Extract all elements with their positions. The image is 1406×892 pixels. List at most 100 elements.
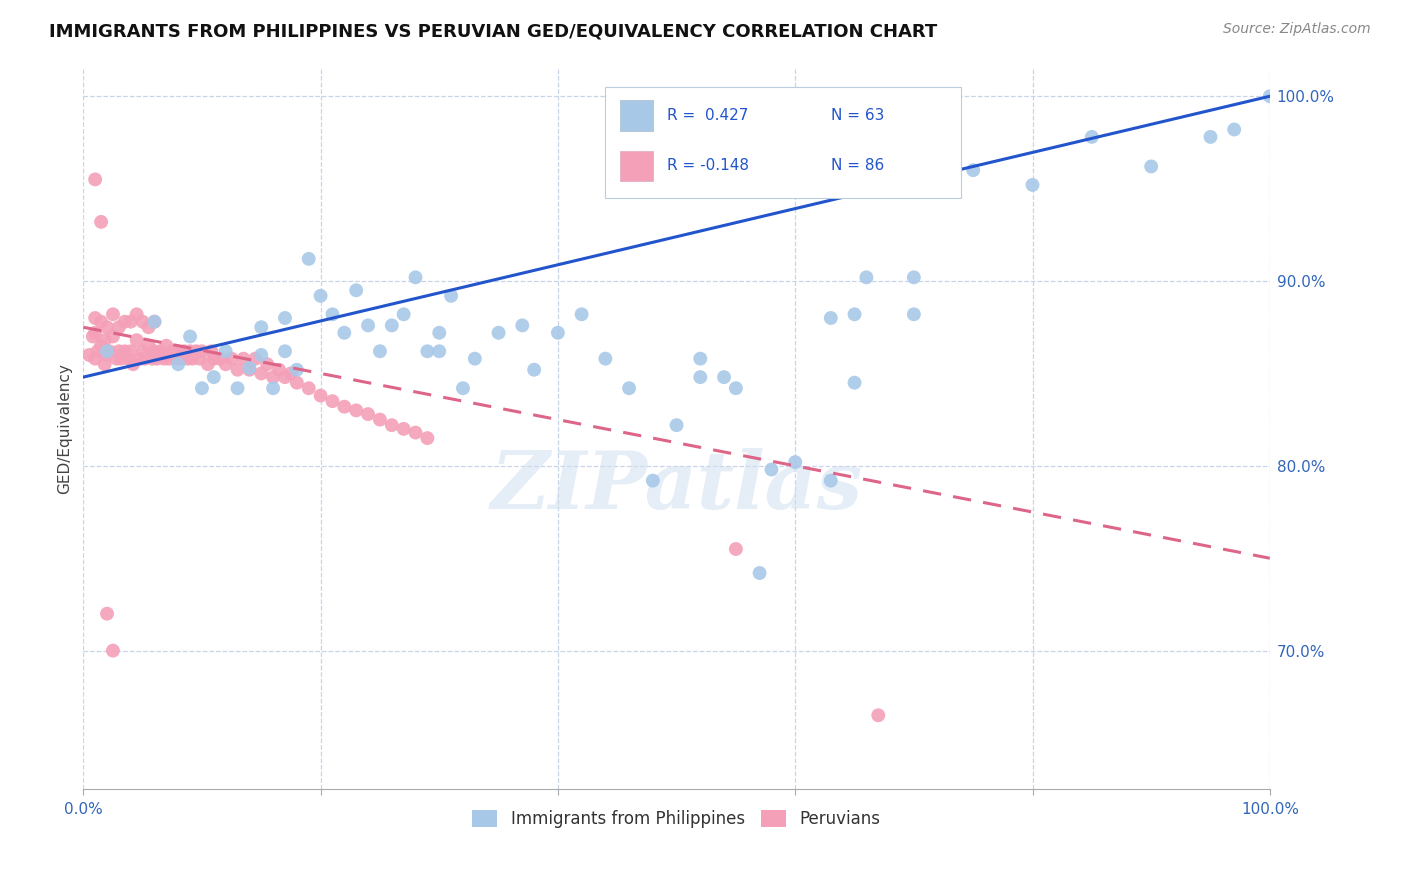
Point <box>232 351 254 366</box>
Point <box>84 326 107 340</box>
Point <box>120 344 142 359</box>
Point <box>90 339 112 353</box>
Point <box>724 541 747 556</box>
Point <box>120 315 142 329</box>
Point <box>122 357 145 371</box>
FancyBboxPatch shape <box>606 87 962 198</box>
Point <box>344 283 367 297</box>
Point <box>125 307 148 321</box>
Point <box>855 270 877 285</box>
Point <box>357 318 380 333</box>
Point <box>488 326 510 340</box>
Point <box>181 351 204 366</box>
Point <box>344 403 367 417</box>
Point <box>820 474 842 488</box>
Point <box>451 381 474 395</box>
Point <box>117 351 139 366</box>
Point <box>665 418 688 433</box>
Text: R = -0.148: R = -0.148 <box>666 158 749 173</box>
Point <box>157 351 180 366</box>
Point <box>84 310 107 325</box>
Point <box>641 474 664 488</box>
Point <box>77 348 100 362</box>
Point <box>134 351 156 366</box>
Text: R =  0.427: R = 0.427 <box>666 108 748 123</box>
Point <box>427 344 450 359</box>
Point <box>146 351 169 366</box>
Point <box>820 310 842 325</box>
Point <box>298 381 321 395</box>
Point <box>689 351 711 366</box>
Point <box>98 344 121 359</box>
Point <box>226 363 249 377</box>
Point <box>143 315 166 329</box>
Point <box>844 307 866 321</box>
Text: N = 63: N = 63 <box>831 108 884 123</box>
Point <box>184 344 207 359</box>
Point <box>149 344 172 359</box>
Point <box>143 315 166 329</box>
Point <box>238 363 260 377</box>
Point <box>262 370 284 384</box>
Point <box>510 318 533 333</box>
Point <box>807 167 830 181</box>
Point <box>713 370 735 384</box>
Point <box>143 344 166 359</box>
Point <box>1258 89 1281 103</box>
Point <box>221 351 243 366</box>
Point <box>381 418 404 433</box>
Point <box>101 643 124 657</box>
Point <box>1223 122 1246 136</box>
Point <box>167 344 190 359</box>
Y-axis label: GED/Equivalency: GED/Equivalency <box>58 363 72 494</box>
Point <box>197 357 219 371</box>
Point <box>1199 129 1222 144</box>
Point <box>179 329 201 343</box>
Point <box>267 363 290 377</box>
Point <box>962 163 984 178</box>
Point <box>368 412 391 426</box>
Point <box>173 344 195 359</box>
Point <box>250 367 273 381</box>
Point <box>215 357 238 371</box>
Point <box>405 425 427 440</box>
Point <box>101 307 124 321</box>
Point <box>84 172 107 186</box>
Point <box>96 320 118 334</box>
Point <box>879 178 901 192</box>
Point <box>238 360 260 375</box>
Point <box>93 333 115 347</box>
Point <box>179 344 201 359</box>
Point <box>202 351 225 366</box>
Point <box>547 326 569 340</box>
Point <box>405 270 427 285</box>
Point <box>93 357 115 371</box>
Point <box>256 357 278 371</box>
Point <box>165 351 187 366</box>
Point <box>138 320 160 334</box>
Point <box>215 344 238 359</box>
Point <box>141 351 163 366</box>
Point <box>285 363 308 377</box>
Point <box>357 407 380 421</box>
Point <box>245 351 267 366</box>
Text: ZIPatlas: ZIPatlas <box>491 448 863 525</box>
Point <box>523 363 546 377</box>
Point <box>298 252 321 266</box>
Point <box>440 289 463 303</box>
Point <box>689 370 711 384</box>
Point <box>200 344 222 359</box>
Bar <box>620 151 652 181</box>
Point <box>392 307 415 321</box>
Point <box>96 607 118 621</box>
Point <box>761 462 783 476</box>
Point <box>416 344 439 359</box>
Point <box>169 351 191 366</box>
Point <box>333 400 356 414</box>
Point <box>105 351 128 366</box>
Point <box>162 344 184 359</box>
Point <box>125 333 148 347</box>
Point <box>321 394 343 409</box>
Bar <box>620 100 652 130</box>
Point <box>903 270 925 285</box>
